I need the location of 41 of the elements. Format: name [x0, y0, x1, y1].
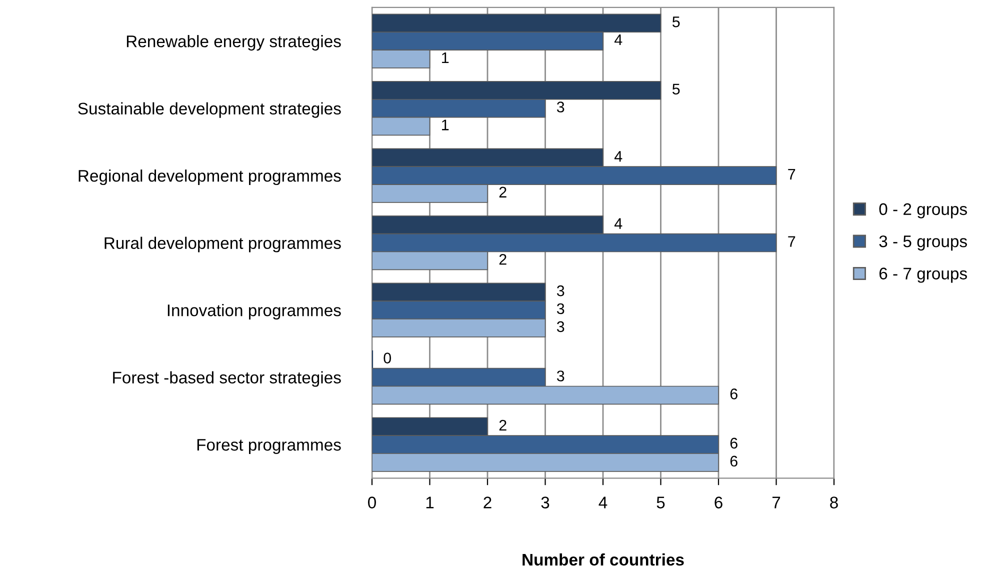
x-tick-label: 3 [541, 496, 550, 508]
x-tick-label: 2 [484, 496, 492, 508]
data-label: 4 [614, 34, 622, 46]
data-label: 2 [499, 420, 506, 431]
x-axis-title: Number of countries [522, 553, 684, 566]
data-label: 0 [384, 352, 392, 364]
x-tick-label: 7 [772, 496, 780, 508]
data-label: 3 [556, 370, 564, 382]
data-label: 1 [442, 52, 449, 63]
legend-label: 0 - 2 groups [879, 203, 967, 218]
x-tick-label: 0 [368, 496, 376, 508]
y-tick-label: Rural development programmes [104, 236, 341, 252]
y-tick-label: Regional development programmes [78, 170, 341, 186]
data-label: 4 [614, 218, 622, 229]
x-tick-label: 4 [598, 496, 608, 508]
data-label: 3 [556, 321, 564, 332]
data-label: 5 [672, 84, 680, 94]
data-label: 6 [730, 438, 738, 449]
legend-label: 6 - 7 groups [879, 268, 967, 283]
legend-label: 3 - 5 groups [879, 235, 967, 251]
data-label: 6 [730, 456, 738, 467]
data-label: 6 [730, 388, 738, 400]
x-tick-label: 5 [656, 496, 665, 508]
y-tick-label: Forest -based sector strategies [113, 371, 341, 387]
data-label: 3 [556, 303, 564, 314]
y-tick-label: Forest programmes [197, 439, 341, 454]
data-label: 7 [788, 236, 796, 247]
data-label: 3 [556, 285, 564, 296]
data-label: 1 [442, 120, 449, 130]
data-label: 4 [614, 151, 622, 162]
y-tick-label: Sustainable development strategies [78, 102, 341, 118]
data-label: 7 [788, 169, 796, 180]
data-label: 5 [672, 16, 680, 28]
y-tick-label: Innovation programmes [168, 304, 341, 320]
x-tick-label: 6 [714, 496, 722, 508]
data-label: 2 [499, 186, 506, 198]
x-tick-label: 1 [426, 496, 434, 508]
y-tick-label: Renewable energy strategies [126, 35, 341, 51]
data-label: 2 [499, 254, 506, 265]
data-label: 3 [556, 102, 564, 112]
x-tick-label: 8 [830, 496, 838, 508]
